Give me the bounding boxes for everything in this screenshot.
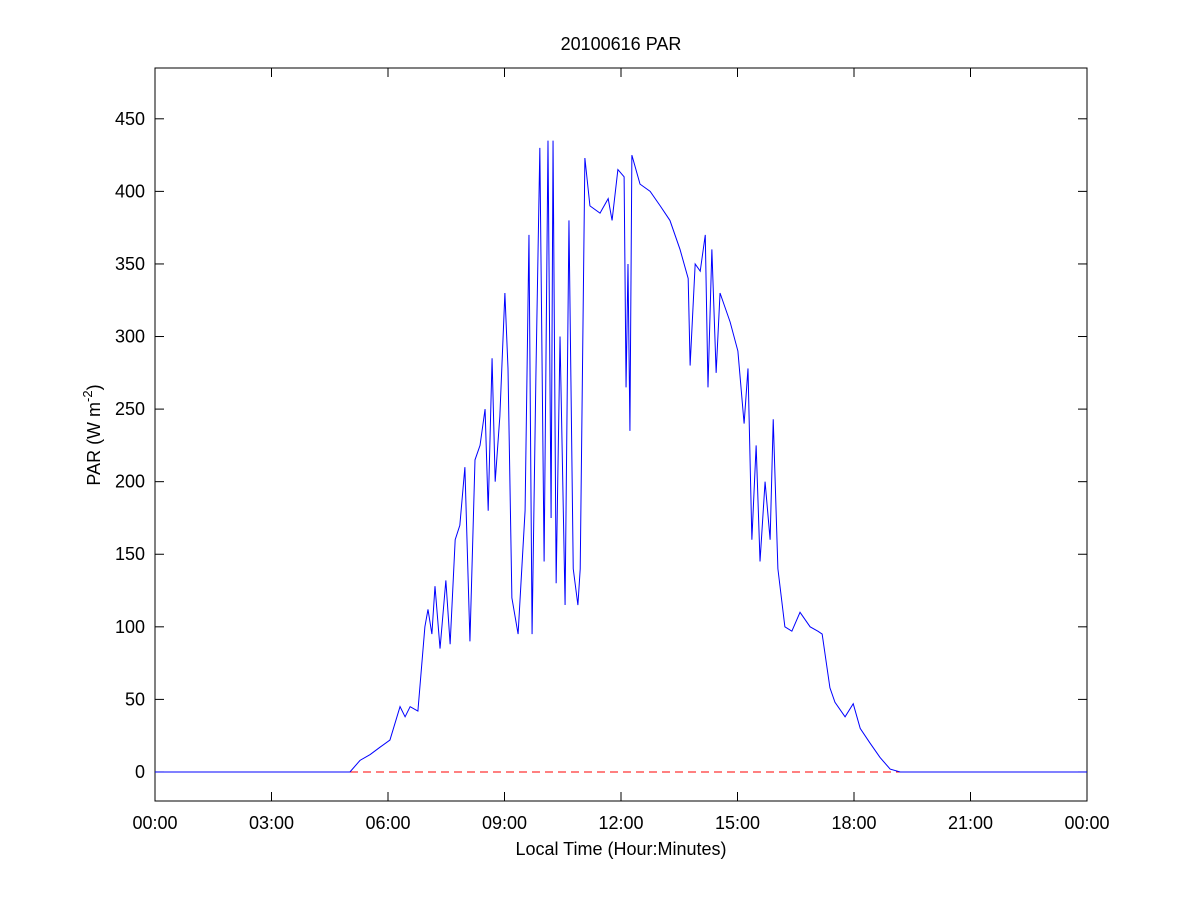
y-tick-label: 450	[115, 109, 145, 129]
y-axis-label: PAR (W m-2)	[80, 384, 104, 485]
x-tick-label: 06:00	[365, 813, 410, 833]
y-tick-label: 300	[115, 327, 145, 347]
y-tick-label: 250	[115, 399, 145, 419]
y-tick-label: 0	[135, 762, 145, 782]
x-tick-label: 00:00	[1064, 813, 1109, 833]
x-tick-label: 12:00	[598, 813, 643, 833]
y-tick-label: 200	[115, 472, 145, 492]
y-tick-label: 400	[115, 181, 145, 201]
x-tick-label: 15:00	[715, 813, 760, 833]
y-axis-label-tail: )	[84, 384, 104, 390]
x-axis-label: Local Time (Hour:Minutes)	[515, 839, 726, 859]
x-tick-label: 00:00	[132, 813, 177, 833]
x-tick-label: 18:00	[831, 813, 876, 833]
x-tick-label: 03:00	[249, 813, 294, 833]
y-axis-label-text: PAR (W m	[84, 402, 104, 486]
x-tick-label: 09:00	[482, 813, 527, 833]
y-axis-label-sup: -2	[80, 390, 95, 402]
y-tick-label: 100	[115, 617, 145, 637]
data-line	[155, 140, 1087, 773]
y-tick-label: 150	[115, 544, 145, 564]
x-tick-label: 21:00	[948, 813, 993, 833]
chart-title: 20100616 PAR	[561, 34, 682, 54]
plot-area	[154, 67, 1088, 802]
y-tick-label: 350	[115, 254, 145, 274]
y-tick-label: 50	[125, 689, 145, 709]
